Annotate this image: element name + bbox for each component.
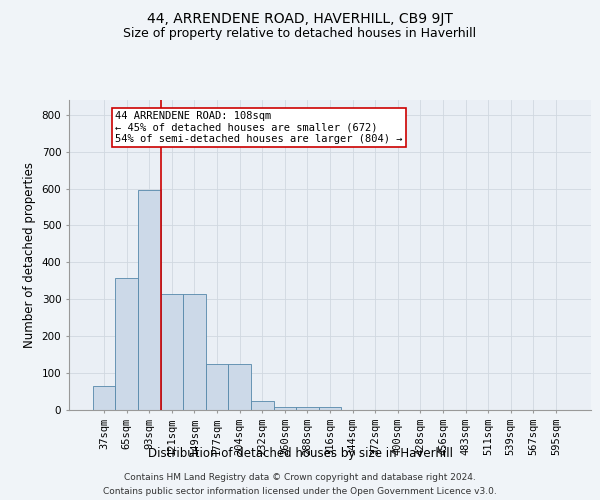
Bar [161,294,183,410]
Text: Contains HM Land Registry data © Crown copyright and database right 2024.: Contains HM Land Registry data © Crown c… [124,472,476,482]
Text: Contains public sector information licensed under the Open Government Licence v3: Contains public sector information licen… [103,488,497,496]
Bar [251,401,274,410]
Text: Distribution of detached houses by size in Haverhill: Distribution of detached houses by size … [148,448,452,460]
Bar [296,407,319,410]
Text: 44 ARRENDENE ROAD: 108sqm
← 45% of detached houses are smaller (672)
54% of semi: 44 ARRENDENE ROAD: 108sqm ← 45% of detac… [115,111,403,144]
Bar [206,364,229,410]
Bar [93,386,115,410]
Text: Size of property relative to detached houses in Haverhill: Size of property relative to detached ho… [124,28,476,40]
Y-axis label: Number of detached properties: Number of detached properties [23,162,36,348]
Bar [183,294,206,410]
Bar [274,407,296,410]
Bar [115,278,138,410]
Bar [229,364,251,410]
Bar [319,407,341,410]
Bar [138,190,161,410]
Text: 44, ARRENDENE ROAD, HAVERHILL, CB9 9JT: 44, ARRENDENE ROAD, HAVERHILL, CB9 9JT [147,12,453,26]
